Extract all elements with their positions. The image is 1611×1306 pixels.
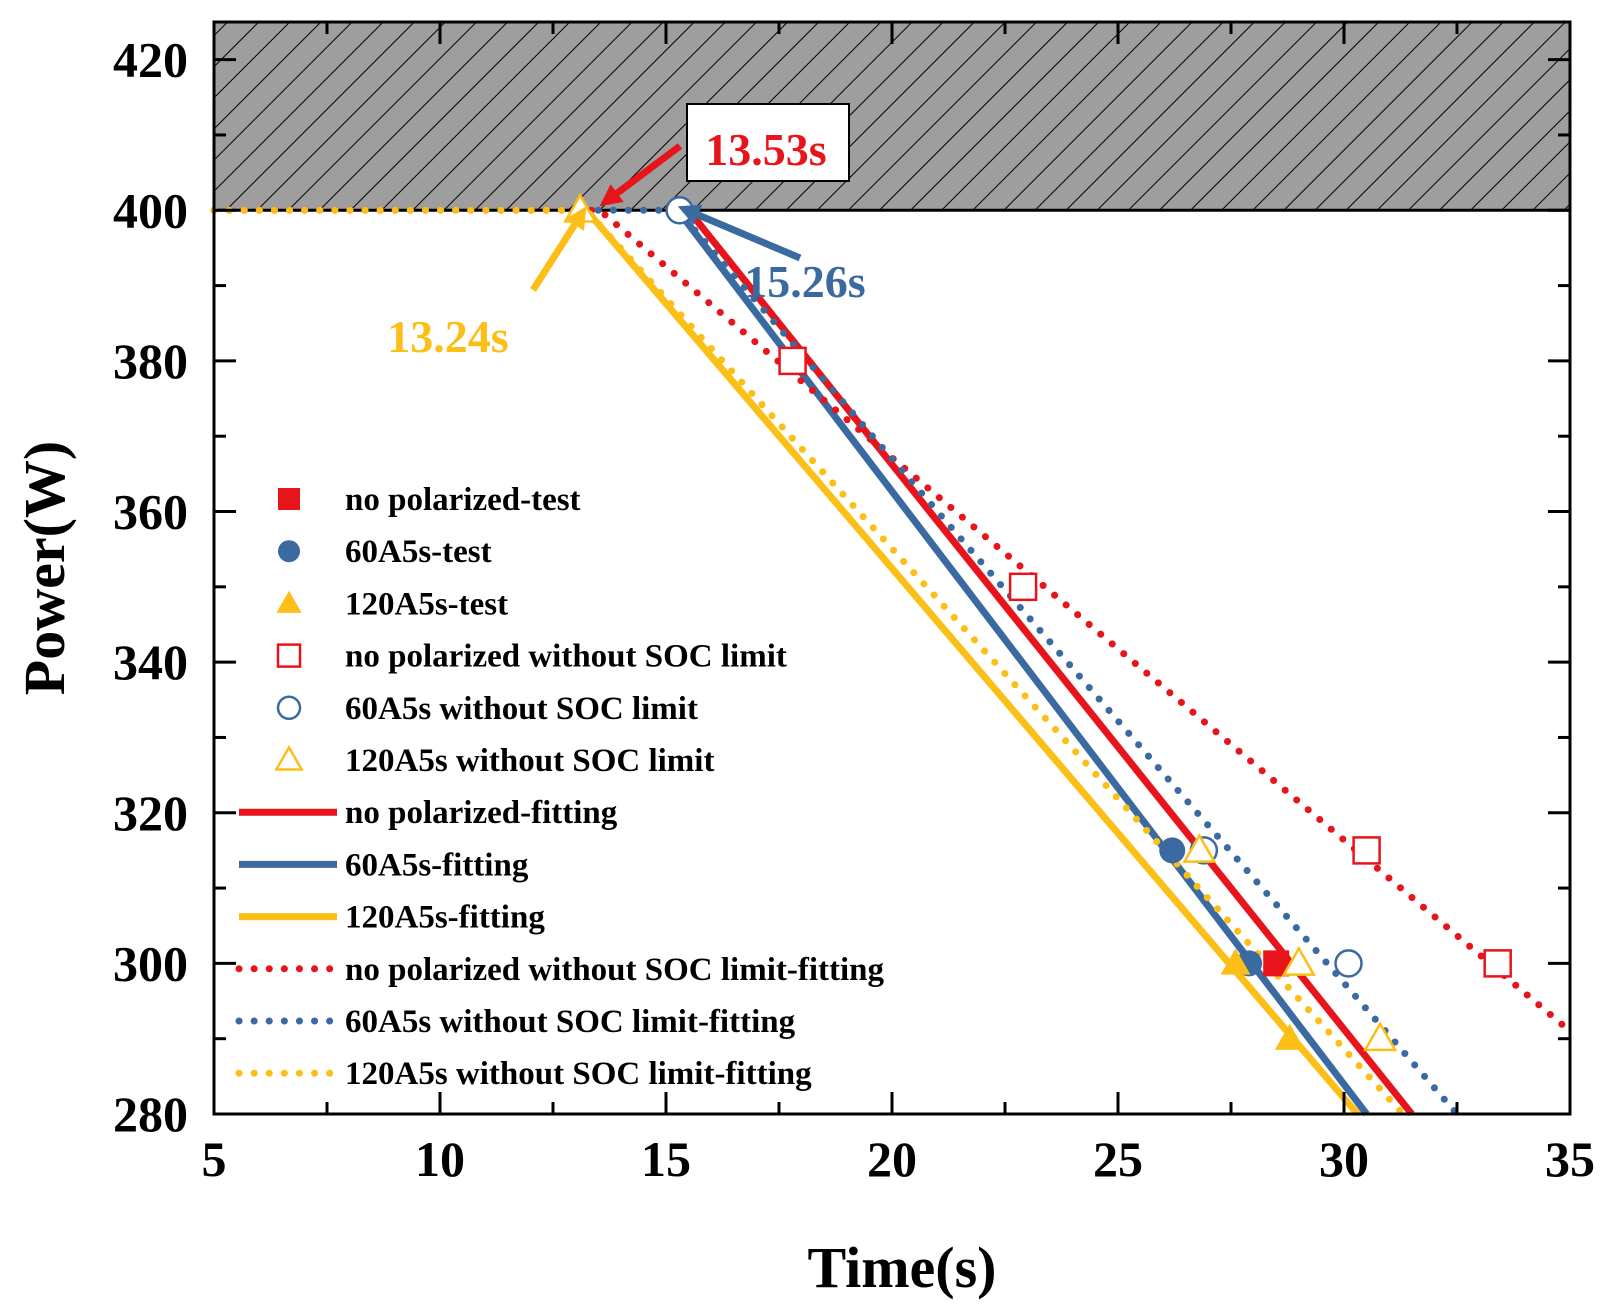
data-point-1-0 <box>1159 837 1186 864</box>
data-point-4-2 <box>1334 949 1363 978</box>
data-point-5-3 <box>1363 1021 1398 1052</box>
x-tick-label: 15 <box>641 1131 691 1187</box>
data-point-3-3 <box>1483 949 1512 978</box>
annotation-arrow-head-0 <box>599 184 624 207</box>
y-tick-label: 340 <box>113 634 188 690</box>
legend-label-11: 120A5s without SOC limit-fitting <box>345 1056 812 1092</box>
data-point-5-2 <box>1281 945 1316 976</box>
annotation-arrow-head-1 <box>677 204 703 225</box>
y-tick-label: 380 <box>113 333 188 389</box>
legend-label-8: 120A5s-fitting <box>345 900 545 936</box>
y-tick-label: 360 <box>113 484 188 540</box>
legend-swatch-1 <box>278 540 300 563</box>
annotation-arrow-shaft-0 <box>615 143 683 196</box>
y-tick-label: 300 <box>113 935 188 991</box>
legend-label-3: no polarized without SOC limit <box>345 639 787 675</box>
x-tick-label: 20 <box>867 1131 917 1187</box>
legend-label-7: 60A5s-fitting <box>345 847 529 883</box>
legend-swatch-4 <box>276 695 302 721</box>
annotation-label-2: 13.24s <box>387 311 508 362</box>
data-point-2-1 <box>1274 1023 1305 1050</box>
legend-label-1: 60A5s-test <box>345 534 492 570</box>
legend-swatch-5 <box>274 744 304 771</box>
data-point-3-0 <box>778 346 807 376</box>
x-tick-label: 5 <box>202 1131 227 1187</box>
legend: no polarized-test 60A5s-test 120A5s-test no… <box>235 482 885 1092</box>
data-point-3-2 <box>1352 836 1381 865</box>
y-axis-title: Power(W) <box>12 441 77 695</box>
legend-label-2: 120A5s-test <box>345 586 508 622</box>
y-tick-label: 280 <box>113 1086 188 1142</box>
legend-label-4: 60A5s without SOC limit <box>345 691 698 727</box>
legend-label-9: no polarized without SOC limit-fitting <box>345 952 885 988</box>
data-point-2-0 <box>1220 948 1251 975</box>
x-tick-label: 35 <box>1545 1131 1595 1187</box>
series-line-10 <box>594 206 1461 1118</box>
legend-label-6: no polarized-fitting <box>345 795 618 831</box>
annotation-label-1: 15.26s <box>744 256 865 307</box>
x-tick-label: 30 <box>1319 1131 1369 1187</box>
legend-label-5: 120A5s without SOC limit <box>345 743 714 779</box>
annotation-arrow-head-2 <box>565 206 587 231</box>
annotation-arrow-shaft-1 <box>696 211 802 262</box>
x-tick-label: 10 <box>415 1131 465 1187</box>
x-tick-label: 25 <box>1093 1131 1143 1187</box>
y-tick-label: 420 <box>113 32 188 88</box>
x-axis-title: Time(s) <box>807 1235 996 1300</box>
legend-label-0: no polarized-test <box>345 482 581 518</box>
annotation-label-0: 13.53s <box>705 124 826 175</box>
series-line-11 <box>210 206 1407 1118</box>
y-tick-label: 320 <box>113 785 188 841</box>
annotation-arrow-shaft-2 <box>530 222 578 292</box>
annotation-box-0 <box>686 103 850 182</box>
shaded-limit-hatch <box>214 22 1570 211</box>
data-point-5-1 <box>1182 832 1217 863</box>
data-point-3-1 <box>1008 572 1038 602</box>
y-tick-label: 400 <box>113 182 188 238</box>
legend-label-10: 60A5s without SOC limit-fitting <box>345 1004 796 1040</box>
legend-swatch-0 <box>278 488 300 510</box>
legend-swatch-3 <box>276 643 302 668</box>
legend-swatch-2 <box>276 590 302 613</box>
